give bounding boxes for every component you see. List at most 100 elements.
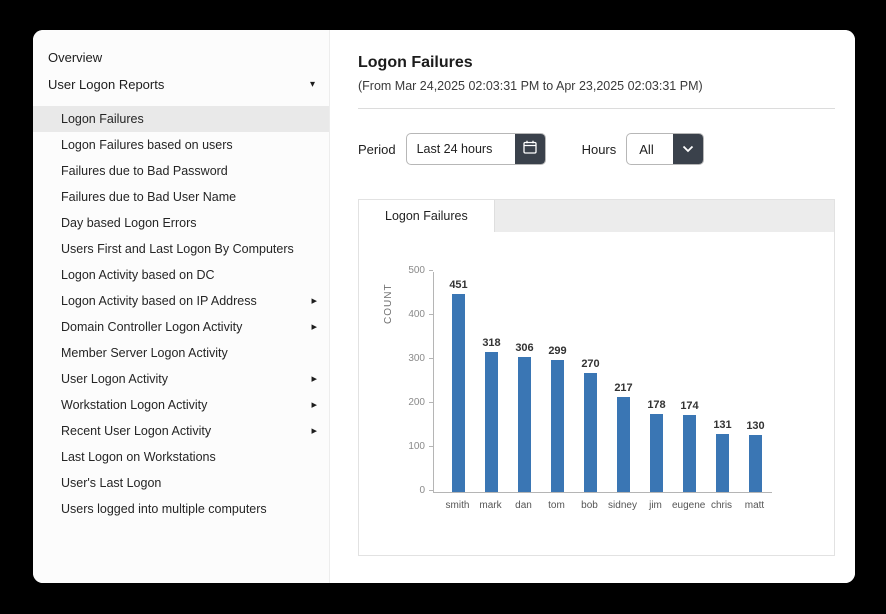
- bar-column: 178: [640, 399, 673, 492]
- sidebar-item[interactable]: Last Logon on Workstations: [33, 444, 329, 470]
- bar[interactable]: [617, 396, 630, 492]
- y-axis: 0 100 200 300 400 500: [399, 266, 433, 496]
- y-tick-label: 500: [408, 265, 433, 276]
- chevron-right-icon: ▸: [311, 399, 317, 411]
- period-value[interactable]: Last 24 hours: [416, 142, 493, 156]
- sidebar-item[interactable]: Users First and Last Logon By Computers: [33, 236, 329, 262]
- bar-column: 451: [442, 279, 475, 492]
- bar[interactable]: [518, 357, 531, 492]
- bar[interactable]: [452, 293, 465, 492]
- bar-chart: COUNT 0 100 200 300 400 500 451 318 306 299 270 21…: [383, 266, 820, 511]
- chevron-right-icon: ▸: [311, 321, 317, 333]
- app-window: Overview User Logon Reports ▾ Logon Fail…: [33, 30, 855, 583]
- sidebar-item-label: Failures due to Bad User Name: [61, 190, 237, 204]
- bar[interactable]: [551, 360, 564, 492]
- bar-value-label: 174: [680, 400, 699, 413]
- bar[interactable]: [749, 434, 762, 492]
- sidebar-item-label: Users logged into multiple computers: [61, 502, 267, 516]
- sidebar-item-label: Day based Logon Errors: [61, 216, 197, 230]
- sidebar: Overview User Logon Reports ▾ Logon Fail…: [33, 30, 330, 583]
- sidebar-report-list: Logon Failures Logon Failures based on us…: [33, 106, 329, 522]
- bar[interactable]: [716, 434, 729, 492]
- sidebar-item-label: Logon Activity based on IP Address: [61, 294, 257, 308]
- x-tick-label: jim: [649, 500, 662, 511]
- sidebar-item[interactable]: Workstation Logon Activity ▸: [33, 392, 329, 418]
- sidebar-item-overview[interactable]: Overview: [33, 44, 329, 71]
- period-picker[interactable]: Last 24 hours: [405, 133, 546, 165]
- sidebar-item[interactable]: Failures due to Bad Password: [33, 158, 329, 184]
- y-tick-label: 200: [408, 397, 433, 408]
- hours-value[interactable]: All: [639, 141, 654, 157]
- bar[interactable]: [683, 415, 696, 492]
- bar-column: 130: [739, 420, 772, 492]
- sidebar-item-label: Last Logon on Workstations: [61, 450, 216, 464]
- y-tick-label: 0: [419, 485, 433, 496]
- sidebar-item[interactable]: Logon Activity based on DC: [33, 262, 329, 288]
- hours-dropdown[interactable]: All: [626, 133, 705, 165]
- sidebar-item[interactable]: Logon Failures based on users: [33, 132, 329, 158]
- bar-value-label: 217: [614, 381, 633, 394]
- period-label: Period: [358, 141, 396, 157]
- bar-value-label: 130: [746, 419, 765, 432]
- hours-dropdown-button[interactable]: [673, 134, 704, 164]
- tab-strip: Logon Failures: [359, 200, 834, 232]
- y-axis-title: COUNT: [383, 283, 394, 325]
- sidebar-item-label: Recent User Logon Activity: [61, 424, 212, 438]
- bar[interactable]: [485, 352, 498, 492]
- overview-label: Overview: [48, 50, 103, 65]
- bar-value-label: 299: [548, 345, 567, 358]
- chevron-right-icon: ▸: [311, 295, 317, 307]
- sidebar-item[interactable]: Domain Controller Logon Activity ▸: [33, 314, 329, 340]
- y-tick-label: 400: [408, 309, 433, 320]
- sidebar-item-label: Failures due to Bad Password: [61, 164, 228, 178]
- bar-column: 174: [673, 400, 706, 492]
- sidebar-item[interactable]: Recent User Logon Activity ▸: [33, 418, 329, 444]
- header-divider: [358, 108, 835, 109]
- x-tick-label: bob: [581, 500, 598, 511]
- x-tick-label: chris: [710, 500, 733, 511]
- group-label: User Logon Reports: [48, 77, 165, 92]
- bar-column: 217: [607, 382, 640, 492]
- sidebar-item-label: Logon Activity based on DC: [61, 268, 215, 282]
- bar[interactable]: [584, 373, 597, 492]
- x-tick-label: dan: [515, 500, 532, 511]
- bar-column: 306: [508, 342, 541, 492]
- sidebar-item[interactable]: Member Server Logon Activity: [33, 340, 329, 366]
- sidebar-item-label: Logon Failures based on users: [61, 138, 233, 152]
- x-tick-label: smith: [445, 500, 470, 511]
- sidebar-item[interactable]: Logon Failures: [33, 106, 329, 132]
- sidebar-item[interactable]: Day based Logon Errors: [33, 210, 329, 236]
- sidebar-item[interactable]: Users logged into multiple computers: [33, 496, 329, 522]
- bar-column: 299: [541, 345, 574, 492]
- sidebar-group-user-logon-reports[interactable]: User Logon Reports ▾: [33, 71, 329, 98]
- report-date-range: (From Mar 24,2025 02:03:31 PM to Apr 23,…: [358, 79, 703, 93]
- bar-value-label: 318: [482, 337, 501, 350]
- bar-column: 131: [706, 419, 739, 492]
- bar-value-label: 131: [713, 419, 732, 432]
- y-tick-label: 100: [408, 441, 433, 452]
- bar-column: 318: [475, 337, 508, 492]
- bar[interactable]: [650, 413, 663, 492]
- chart-area: COUNT 0 100 200 300 400 500 451 318 306 299 270 21…: [359, 232, 834, 555]
- x-axis-labels: smith mark dan tom bob sidney jim eugene chris ma…: [433, 500, 772, 511]
- sidebar-item-label: User's Last Logon: [61, 476, 162, 490]
- sidebar-item-label: User Logon Activity: [61, 372, 168, 386]
- main-content: Logon Failures (From Mar 24,2025 02:03:3…: [330, 30, 855, 583]
- sidebar-item[interactable]: User Logon Activity ▸: [33, 366, 329, 392]
- x-tick-label: mark: [479, 500, 502, 511]
- tab-logon-failures[interactable]: Logon Failures: [359, 200, 495, 232]
- sidebar-item-label: Workstation Logon Activity: [61, 398, 208, 412]
- sidebar-item[interactable]: Failures due to Bad User Name: [33, 184, 329, 210]
- bar-column: 270: [574, 358, 607, 492]
- x-tick-label: sidney: [608, 500, 637, 511]
- sidebar-item-label: Logon Failures: [61, 112, 144, 126]
- sidebar-item[interactable]: User's Last Logon: [33, 470, 329, 496]
- page-title: Logon Failures: [358, 54, 473, 71]
- sidebar-item-label: Domain Controller Logon Activity: [61, 320, 243, 334]
- sidebar-item-label: Users First and Last Logon By Computers: [61, 242, 294, 256]
- chevron-right-icon: ▸: [311, 425, 317, 437]
- sidebar-item[interactable]: Logon Activity based on IP Address ▸: [33, 288, 329, 314]
- calendar-button[interactable]: [514, 134, 545, 164]
- bar-value-label: 270: [581, 358, 600, 371]
- sidebar-item-label: Member Server Logon Activity: [61, 346, 228, 360]
